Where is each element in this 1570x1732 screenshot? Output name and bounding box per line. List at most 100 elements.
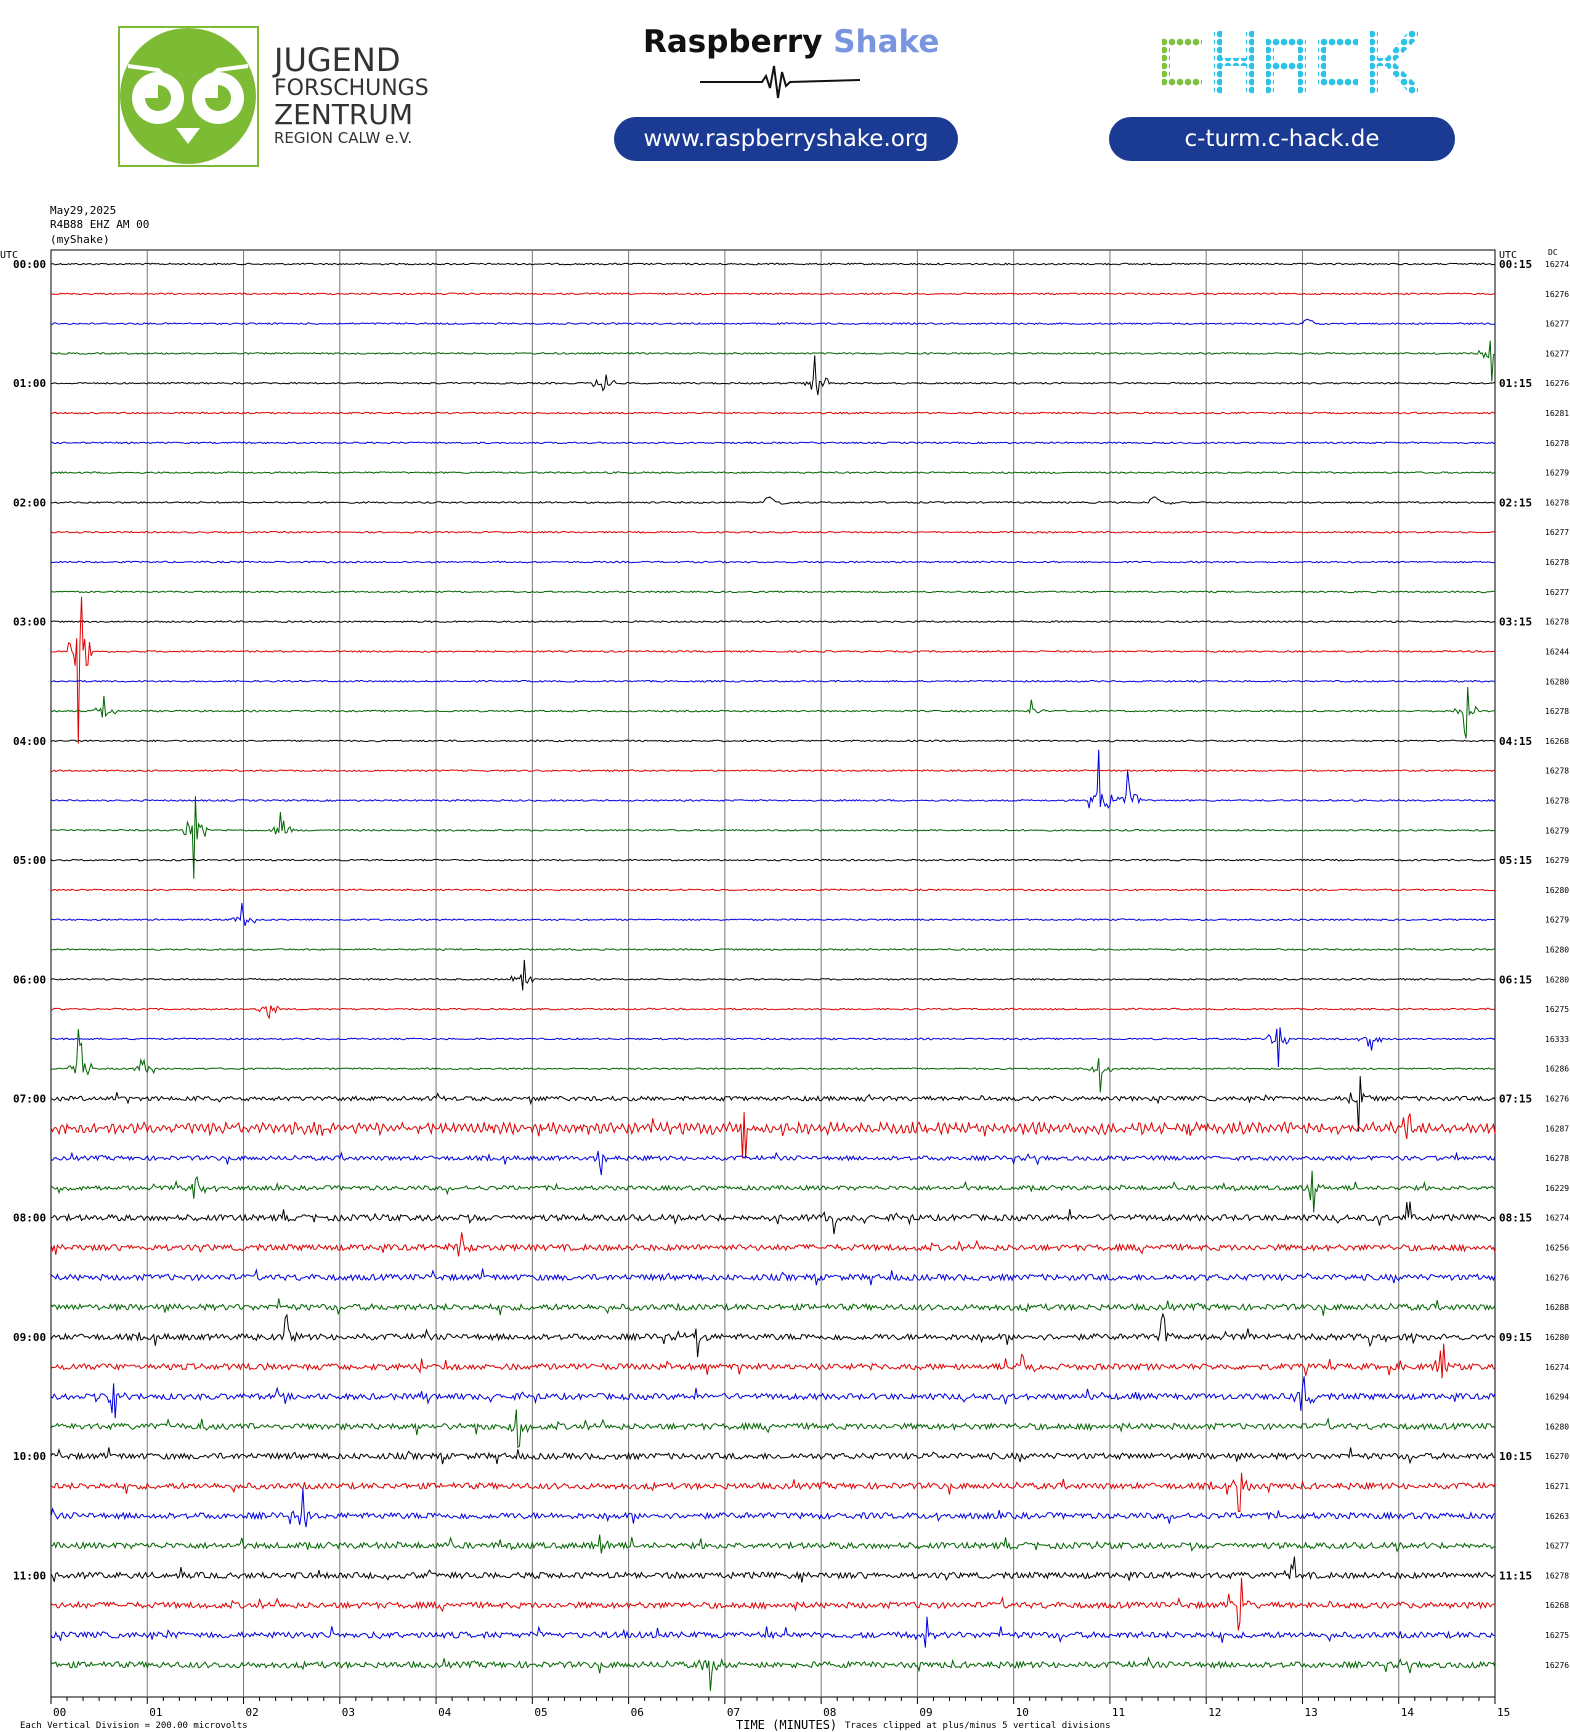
trace-row	[50, 471, 1496, 475]
trace-row	[50, 1312, 1496, 1358]
trace-row	[50, 1170, 1496, 1213]
trace-row	[50, 560, 1496, 564]
dc-value: 16278	[1545, 1154, 1569, 1163]
x-tick-label: 02	[246, 1706, 259, 1719]
clip-note: Traces clipped at plus/minus 5 vertical …	[845, 1721, 1111, 1731]
trace-row	[50, 1556, 1496, 1583]
trace-row	[50, 1447, 1496, 1465]
trace-row	[50, 679, 1495, 683]
dc-value: 16274	[1545, 1363, 1569, 1372]
trace-row	[50, 530, 1496, 534]
trace-row	[50, 1076, 1496, 1132]
network-label: (myShake)	[50, 233, 110, 246]
right-time-label: 09:15	[1499, 1331, 1532, 1344]
dc-value: 16268	[1545, 1601, 1569, 1610]
left-time-label: 05:00	[13, 854, 46, 867]
dc-value: 16280	[1545, 886, 1569, 895]
trace-row	[51, 1005, 1496, 1020]
dc-value: 16229	[1545, 1184, 1569, 1193]
dc-value: 16276	[1545, 1661, 1569, 1670]
dc-value: 16275	[1545, 1631, 1569, 1640]
left-axis-title: UTC	[0, 250, 18, 261]
dc-value: 16277	[1545, 1542, 1569, 1551]
dc-value: 16256	[1545, 1244, 1569, 1253]
dc-value: 16268	[1545, 737, 1569, 746]
dc-value: 16279	[1545, 916, 1569, 925]
right-time-label: 04:15	[1499, 735, 1532, 748]
jfz-line-4: REGION CALW e.V.	[274, 129, 413, 147]
trace-row	[50, 1268, 1496, 1286]
rs-brand: Raspberry Shake	[643, 24, 939, 60]
trace-row	[50, 769, 1496, 773]
dc-value: 16278	[1545, 498, 1569, 507]
left-time-label: 04:00	[13, 735, 46, 748]
left-time-label: 11:00	[13, 1569, 46, 1582]
right-time-label: 05:15	[1499, 854, 1532, 867]
x-tick-label: 05	[534, 1706, 547, 1719]
trace-row	[50, 686, 1496, 739]
jfz-line-1: JUGEND	[274, 41, 401, 79]
dc-value: 16280	[1545, 1333, 1569, 1342]
jfz-line-3: ZENTRUM	[274, 98, 414, 131]
trace-row	[50, 292, 1496, 296]
dc-value: 16280	[1545, 945, 1569, 954]
right-time-label: 02:15	[1499, 496, 1532, 509]
chack-logo-icon	[1162, 30, 1418, 94]
dc-value: 16280	[1545, 975, 1569, 984]
dc-value: 16287	[1545, 1124, 1569, 1133]
date-label: May29,2025	[50, 204, 117, 217]
trace-row	[50, 888, 1496, 892]
dc-value: 16294	[1545, 1393, 1569, 1402]
trace-row	[51, 620, 1496, 624]
dc-value: 16276	[1545, 379, 1569, 388]
left-time-label: 00:00	[13, 258, 46, 271]
x-tick-label: 01	[149, 1706, 162, 1719]
dc-value: 16278	[1545, 767, 1569, 776]
dc-value: 16278	[1545, 618, 1569, 627]
right-time-label: 01:15	[1499, 377, 1532, 390]
right-time-label: 03:15	[1499, 616, 1532, 629]
x-tick-label: 09	[919, 1706, 932, 1719]
rs-brand-light: Shake	[833, 24, 940, 60]
dc-value: 16277	[1545, 320, 1569, 329]
left-time-label: 02:00	[13, 496, 46, 509]
dc-value: 16277	[1545, 588, 1569, 597]
trace-row	[50, 596, 1495, 744]
dc-value: 16276	[1545, 1273, 1569, 1282]
left-time-label: 10:00	[13, 1450, 46, 1463]
x-tick-label: 14	[1401, 1706, 1415, 1719]
dc-value: 16277	[1545, 349, 1569, 358]
right-time-label: 06:15	[1499, 973, 1532, 986]
trace-row	[51, 496, 1495, 505]
trace-row	[50, 1472, 1496, 1513]
x-tick-label: 06	[631, 1706, 644, 1719]
trace-row	[50, 1616, 1496, 1648]
header: JUGEND FORSCHUNGS ZENTRUM REGION CALW e.…	[0, 0, 1570, 246]
x-tick-label: 07	[727, 1706, 740, 1719]
right-axis-title: UTC	[1499, 250, 1517, 261]
x-tick-label: 00	[53, 1706, 66, 1719]
trace-row	[50, 1534, 1496, 1554]
dc-value: 16274	[1545, 1214, 1569, 1223]
trace-row	[50, 262, 1496, 266]
left-time-label: 07:00	[13, 1093, 46, 1106]
rs-url-pill[interactable]: www.raspberryshake.org	[614, 117, 958, 161]
dc-value: 16288	[1545, 1303, 1569, 1312]
x-tick-label: 13	[1304, 1706, 1317, 1719]
dc-value: 16274	[1545, 260, 1569, 269]
division-note: Each Vertical Division = 200.00 microvol…	[20, 1721, 248, 1731]
rs-brand-dark: Raspberry	[643, 24, 823, 60]
trace-row	[50, 1027, 1496, 1068]
dc-value: 16278	[1545, 1571, 1569, 1580]
owl-logo-icon	[118, 26, 259, 167]
dc-value: 16280	[1545, 1422, 1569, 1431]
chack-url-pill[interactable]: c-turm.c-hack.de	[1109, 117, 1455, 161]
trace-row	[50, 1150, 1496, 1176]
x-tick-label: 12	[1208, 1706, 1221, 1719]
x-tick-label: 10	[1016, 1706, 1029, 1719]
x-tick-label: 04	[438, 1706, 452, 1719]
trace-row	[50, 1656, 1496, 1692]
dc-value: 16244	[1545, 647, 1569, 656]
trace-row	[50, 1112, 1496, 1159]
left-time-label: 01:00	[13, 377, 46, 390]
